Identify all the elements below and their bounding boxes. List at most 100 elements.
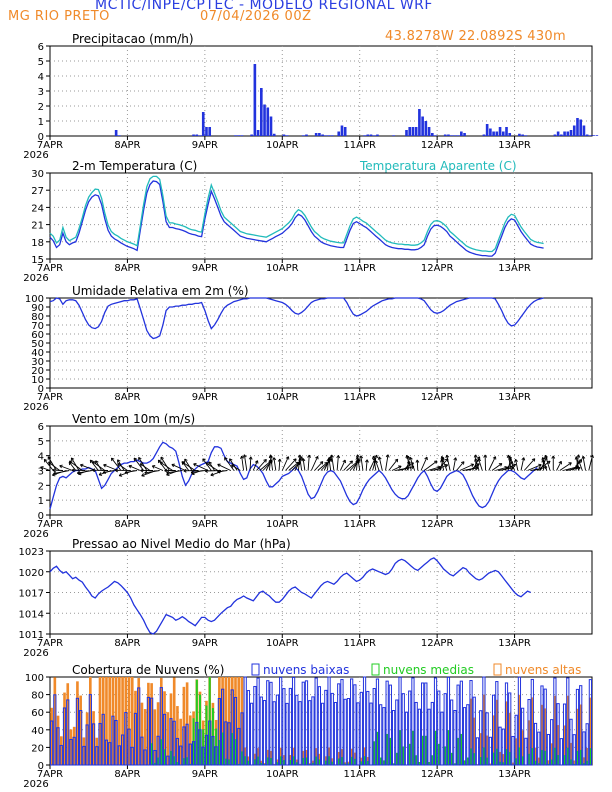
wind-arrow xyxy=(388,458,399,471)
cloud-low-bar xyxy=(285,702,289,766)
cloud-mid-bar xyxy=(315,756,318,765)
wind-arrow xyxy=(159,461,173,471)
x-tick-label: 12APR xyxy=(421,638,454,649)
cloud-low-bar xyxy=(324,689,328,766)
cloud-mid-bar xyxy=(173,756,176,765)
cloud-low-bar xyxy=(366,690,370,766)
cloud-mid-bar xyxy=(528,753,531,765)
cloud-low-bar xyxy=(146,696,151,766)
wind-arrow xyxy=(128,465,141,471)
wind-arrow-head xyxy=(298,457,301,462)
wind-arrow xyxy=(456,461,465,471)
cloud-mid-bar xyxy=(553,747,556,765)
wind-arrow xyxy=(310,456,319,471)
cloud-low-bar xyxy=(482,676,486,766)
wind-arrow xyxy=(314,461,324,471)
cloud-low-bar xyxy=(308,700,312,766)
cloud-high-bar xyxy=(182,686,186,765)
cloud-high-bar xyxy=(301,750,305,765)
cloud-mid-bar xyxy=(434,730,437,765)
cloud-low-bar xyxy=(550,719,554,766)
y-tick-label: 20 xyxy=(31,743,44,754)
wind-arrow xyxy=(343,460,353,471)
cloud-low-bar xyxy=(588,679,592,766)
cloud-low-bar xyxy=(537,731,541,766)
cloud-mid-bar xyxy=(499,761,502,765)
cloud-mid-bar xyxy=(531,748,534,765)
wind-arrow-head xyxy=(190,472,195,475)
wind-arrow xyxy=(77,470,93,474)
precip-bar xyxy=(301,135,305,136)
x-tick-label: 9APR xyxy=(192,263,218,274)
wind-arrow-head xyxy=(330,454,333,458)
cloud-mid-bar xyxy=(379,757,382,765)
cloud-low-bar xyxy=(166,755,170,766)
cloud-low-bar xyxy=(508,692,512,766)
cloud-low-bar xyxy=(311,696,315,766)
cloud-low-bar xyxy=(95,746,99,766)
cloud-low-bar xyxy=(337,683,341,766)
cloud-mid-bar xyxy=(508,751,511,765)
cloud-low-bar xyxy=(514,714,518,766)
cloud-low-bar xyxy=(469,680,473,766)
precip-bar xyxy=(572,125,576,136)
precip-bar xyxy=(253,64,257,136)
cloud-mid-bar xyxy=(450,752,453,765)
cloud-high-bar xyxy=(576,708,579,765)
cloud-high-bar xyxy=(76,681,79,765)
x-tick-label: 8APR xyxy=(114,140,140,151)
wind-arrow-head xyxy=(581,456,584,460)
y-tick-label: 20 xyxy=(31,366,44,377)
cloud-low-bar xyxy=(82,745,86,766)
wind-arrow xyxy=(152,465,164,471)
cloud-low-bar xyxy=(262,700,267,766)
cloud-mid-bar xyxy=(392,763,395,765)
x-tick-label: 9APR xyxy=(192,140,218,151)
cloud-high-bar xyxy=(179,718,182,765)
cloud-low-bar xyxy=(582,731,586,766)
cloud-low-bar xyxy=(220,688,225,766)
wind-arrow-head xyxy=(80,464,83,468)
wind-arrow-head xyxy=(141,475,145,477)
panel-5: 7APR 8APR 9APR 10APR 11APR 12APR 13APR 2026 1011… xyxy=(19,537,593,659)
panel-title: Umidade Relativa em 2m (%) xyxy=(72,284,249,298)
y-tick-label: 4 xyxy=(38,72,44,83)
wind-arrow-head xyxy=(183,470,187,473)
wind-arrow xyxy=(375,460,380,471)
cloud-low-bar xyxy=(169,718,173,766)
wind-arrow xyxy=(559,462,572,471)
cloud-mid-bar xyxy=(573,763,576,765)
wind-arrow-head xyxy=(440,459,442,463)
cloud-high-bar xyxy=(582,757,586,765)
cloud-high-bar xyxy=(572,760,576,765)
cloud-mid-bar xyxy=(482,747,485,765)
wind-arrow-head xyxy=(102,472,106,475)
wind-arrow-head xyxy=(476,456,480,459)
cloud-low-bar xyxy=(395,699,399,766)
cloud-low-bar xyxy=(304,680,309,766)
x-tick-label: 13APR xyxy=(498,392,531,403)
wind-arrow-head xyxy=(531,458,535,460)
cloud-mid-bar xyxy=(486,757,489,765)
wind-arrow-head xyxy=(285,456,289,459)
cloud-mid-bar xyxy=(218,739,221,765)
precip-bar xyxy=(569,130,573,136)
precip-bar xyxy=(501,131,505,136)
precip-bar xyxy=(263,104,266,136)
cloud-low-bar xyxy=(75,697,80,766)
x-tick-label: 7APR xyxy=(37,519,63,530)
y-tick-label: 90 xyxy=(31,303,44,314)
series-line-1 xyxy=(49,297,544,340)
cloud-mid-bar xyxy=(295,762,298,765)
precip-bar xyxy=(518,133,521,136)
precip-bar xyxy=(595,135,599,136)
cloud-low-bar xyxy=(414,701,418,766)
cloud-mid-bar xyxy=(157,757,160,765)
cloud-high-bar xyxy=(143,709,147,765)
wind-arrow-head xyxy=(193,463,196,467)
wind-arrow xyxy=(278,459,281,471)
wind-arrow xyxy=(427,466,441,471)
wind-arrow xyxy=(133,457,144,471)
wind-arrow-head xyxy=(59,465,62,469)
wind-arrow xyxy=(160,456,170,471)
